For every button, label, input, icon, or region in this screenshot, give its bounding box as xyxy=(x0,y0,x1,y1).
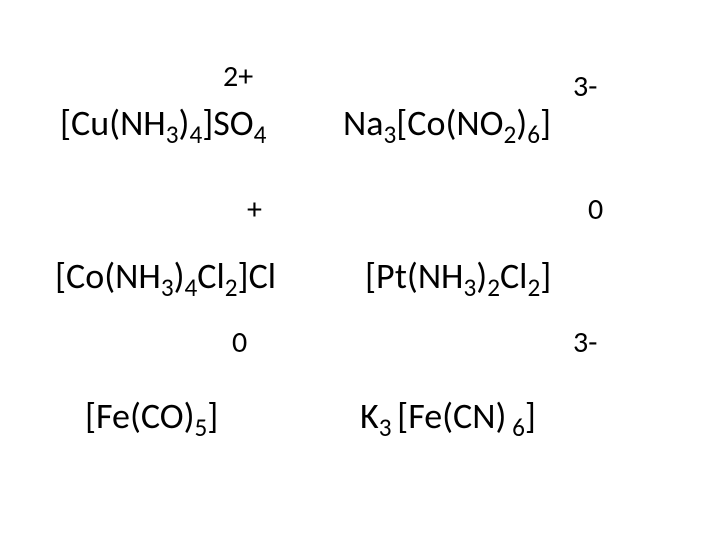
charge-label: 2+ xyxy=(223,62,253,92)
chemical-formula: Na3[Co(NO2)6] xyxy=(343,105,551,141)
chemical-formula: [Cu(NH3)4]SO4 xyxy=(60,105,266,141)
charge-label: 0 xyxy=(232,328,247,358)
chemical-formula: [Fe(CO)5] xyxy=(85,398,218,434)
charge-label: 0 xyxy=(588,195,603,225)
chemical-formula: [Pt(NH3)2Cl2] xyxy=(365,258,551,294)
chemical-formula: K3 [Fe(CN) 6] xyxy=(360,398,536,434)
charge-label: + xyxy=(247,195,262,225)
charge-label: 3- xyxy=(573,328,597,358)
charge-label: 3- xyxy=(573,72,597,102)
chemical-formula: [Co(NH3)4Cl2]Cl xyxy=(55,258,276,294)
